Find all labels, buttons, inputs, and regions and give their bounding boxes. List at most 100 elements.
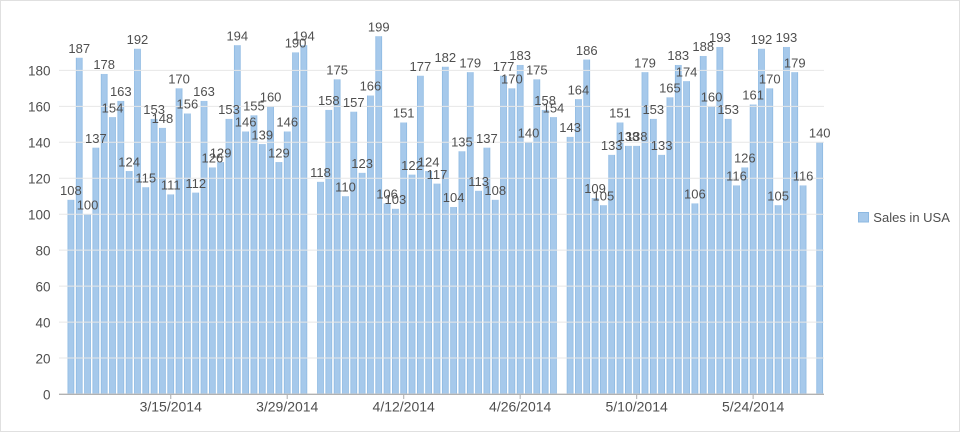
svg-text:190: 190 [285,36,307,51]
svg-text:126: 126 [201,151,223,166]
svg-text:133: 133 [651,138,673,153]
svg-text:133: 133 [601,138,623,153]
svg-text:175: 175 [326,63,348,78]
svg-text:186: 186 [576,43,598,58]
svg-text:180: 180 [28,64,51,79]
svg-text:135: 135 [451,134,473,149]
svg-text:164: 164 [568,82,590,97]
svg-text:193: 193 [776,30,798,45]
svg-text:165: 165 [659,81,681,96]
svg-text:138: 138 [617,129,639,144]
svg-text:111: 111 [161,178,181,193]
svg-text:146: 146 [276,115,298,130]
svg-text:104: 104 [443,190,465,205]
svg-text:194: 194 [293,28,315,43]
svg-text:120: 120 [28,172,51,187]
svg-text:124: 124 [418,154,440,169]
svg-text:179: 179 [634,55,656,70]
svg-text:124: 124 [118,154,140,169]
svg-text:117: 117 [427,167,448,182]
svg-text:160: 160 [260,90,282,105]
svg-text:116: 116 [793,169,814,184]
svg-text:122: 122 [401,158,423,173]
svg-text:138: 138 [626,129,648,144]
svg-text:153: 153 [143,102,165,117]
svg-text:106: 106 [684,187,706,202]
svg-text:151: 151 [393,106,415,121]
svg-text:151: 151 [609,106,631,121]
svg-text:5/10/2014: 5/10/2014 [606,399,668,415]
svg-text:137: 137 [85,131,107,146]
svg-text:177: 177 [493,59,515,74]
svg-text:170: 170 [759,72,781,87]
svg-text:113: 113 [468,174,489,189]
svg-text:158: 158 [318,93,340,108]
svg-text:140: 140 [518,125,540,140]
svg-text:126: 126 [734,151,756,166]
svg-text:105: 105 [593,188,615,203]
svg-text:80: 80 [35,243,50,258]
svg-text:109: 109 [584,181,606,196]
svg-text:166: 166 [360,79,382,94]
svg-text:116: 116 [726,169,747,184]
svg-text:155: 155 [243,99,265,114]
svg-text:0: 0 [43,387,51,402]
svg-text:178: 178 [93,57,115,72]
svg-text:174: 174 [676,64,698,79]
svg-text:148: 148 [152,111,174,126]
svg-text:154: 154 [102,100,124,115]
svg-text:4/12/2014: 4/12/2014 [373,399,435,415]
svg-text:115: 115 [135,170,156,185]
svg-text:40: 40 [35,315,50,330]
svg-text:137: 137 [476,131,498,146]
svg-text:140: 140 [809,125,831,140]
svg-text:106: 106 [376,187,398,202]
svg-text:175: 175 [526,63,548,78]
svg-text:188: 188 [692,39,714,54]
svg-text:163: 163 [193,84,215,99]
svg-text:194: 194 [226,28,248,43]
svg-text:103: 103 [385,192,407,207]
svg-text:3/15/2014: 3/15/2014 [140,399,202,415]
svg-text:139: 139 [251,127,273,142]
svg-text:100: 100 [28,208,51,223]
svg-text:20: 20 [35,351,50,366]
svg-text:179: 179 [459,55,481,70]
svg-text:170: 170 [168,72,190,87]
svg-text:100: 100 [77,197,99,212]
svg-text:112: 112 [185,176,206,191]
svg-text:129: 129 [268,145,290,160]
svg-text:146: 146 [235,115,257,130]
svg-text:118: 118 [310,165,331,180]
svg-text:123: 123 [351,156,373,171]
svg-text:108: 108 [60,183,82,198]
svg-text:179: 179 [784,55,806,70]
svg-text:192: 192 [751,32,773,47]
svg-text:183: 183 [667,48,689,63]
svg-text:161: 161 [742,88,764,103]
svg-text:4/26/2014: 4/26/2014 [489,399,551,415]
svg-text:5/24/2014: 5/24/2014 [722,399,784,415]
svg-text:192: 192 [127,32,149,47]
svg-text:153: 153 [717,102,739,117]
svg-text:129: 129 [210,145,232,160]
svg-text:154: 154 [543,100,565,115]
svg-text:153: 153 [218,102,240,117]
svg-text:183: 183 [509,48,531,63]
svg-text:182: 182 [434,50,456,65]
svg-text:108: 108 [484,183,506,198]
svg-text:163: 163 [110,84,132,99]
svg-text:199: 199 [368,19,390,34]
svg-text:3/29/2014: 3/29/2014 [256,399,318,415]
svg-text:160: 160 [28,100,51,115]
svg-text:157: 157 [343,95,365,110]
svg-text:160: 160 [701,90,723,105]
svg-text:158: 158 [534,93,556,108]
svg-text:156: 156 [177,97,199,112]
svg-text:Sales in USA: Sales in USA [873,210,950,225]
svg-text:143: 143 [559,120,581,135]
svg-text:60: 60 [35,279,50,294]
svg-text:140: 140 [28,136,51,151]
svg-text:187: 187 [68,41,90,56]
svg-text:153: 153 [642,102,664,117]
